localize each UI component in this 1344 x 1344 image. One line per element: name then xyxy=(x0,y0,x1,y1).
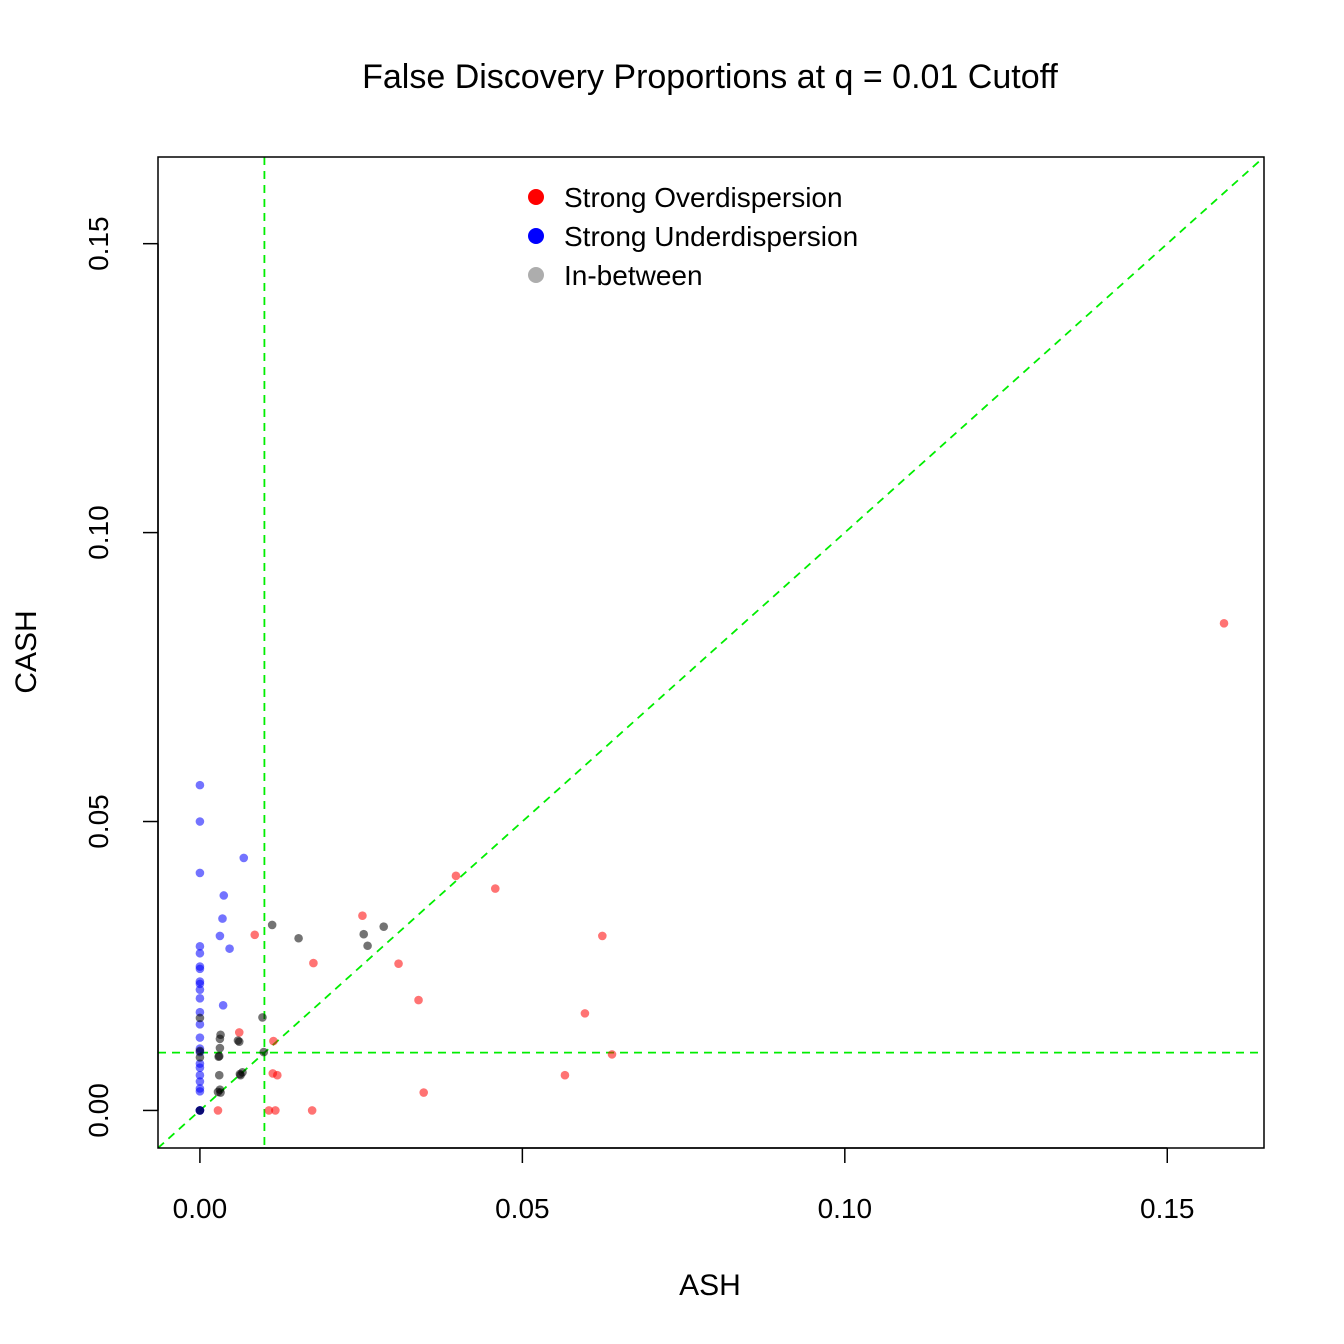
data-point xyxy=(215,1043,225,1053)
data-point xyxy=(379,922,389,931)
y-tick-label: 0.05 xyxy=(83,794,114,849)
data-point xyxy=(264,1106,274,1115)
data-point xyxy=(195,1052,205,1062)
data-point xyxy=(394,959,403,968)
legend: Strong Overdispersion Strong Underdispers… xyxy=(528,182,858,291)
data-point xyxy=(216,1088,225,1097)
y-tick-label: 0.00 xyxy=(83,1083,114,1138)
data-point xyxy=(195,1063,205,1072)
y-tick-label: 0.15 xyxy=(83,216,114,271)
plot-clip-group xyxy=(158,157,1264,1148)
data-point xyxy=(195,1070,205,1080)
data-point xyxy=(234,1037,244,1046)
data-point xyxy=(195,942,205,951)
data-point xyxy=(234,1028,244,1037)
data-point xyxy=(195,948,205,958)
data-point xyxy=(195,1033,205,1042)
data-point xyxy=(259,1047,269,1057)
x-tick-label: 0.05 xyxy=(495,1193,550,1224)
data-point xyxy=(267,920,277,930)
data-point xyxy=(195,1077,205,1086)
data-point xyxy=(607,1050,617,1059)
data-point xyxy=(214,1052,223,1062)
series-0 xyxy=(213,619,1229,1115)
x-tick-label: 0.00 xyxy=(173,1193,228,1224)
x-axis-label: ASH xyxy=(679,1269,741,1302)
legend-marker xyxy=(528,267,544,283)
chart-title: False Discovery Proportions at q = 0.01 … xyxy=(362,58,1058,96)
series-1 xyxy=(195,780,249,1115)
diagonal-reference-line xyxy=(158,157,1264,1148)
data-point xyxy=(225,944,234,953)
data-point xyxy=(214,1070,224,1080)
x-tick-label: 0.10 xyxy=(818,1193,873,1224)
data-point xyxy=(1219,619,1229,628)
data-point xyxy=(307,1106,317,1115)
data-point xyxy=(195,1013,205,1023)
data-point xyxy=(273,1070,282,1080)
data-point xyxy=(195,1046,205,1056)
data-point xyxy=(258,1013,267,1022)
series-2 xyxy=(195,920,389,1115)
data-point xyxy=(195,985,205,994)
data-point xyxy=(560,1070,570,1080)
data-point xyxy=(250,930,260,940)
data-point xyxy=(195,1106,205,1115)
data-point xyxy=(269,1036,278,1046)
data-point xyxy=(419,1088,428,1097)
data-point xyxy=(195,817,205,826)
data-point xyxy=(309,958,318,968)
legend-label: Strong Overdispersion xyxy=(564,182,843,213)
data-point xyxy=(358,911,367,921)
data-point xyxy=(195,1087,205,1096)
y-axis-label: CASH xyxy=(10,610,43,693)
data-point xyxy=(195,1020,205,1029)
data-point xyxy=(215,1034,225,1044)
x-tick-label: 0.15 xyxy=(1140,1193,1195,1224)
data-point xyxy=(294,933,303,943)
legend-label: Strong Underdispersion xyxy=(564,221,858,252)
data-point xyxy=(218,1000,228,1010)
data-point xyxy=(213,1106,223,1115)
plot-area xyxy=(158,157,1264,1148)
data-point xyxy=(598,931,607,941)
data-point xyxy=(195,964,205,974)
axes: 0.00 0.05 0.10 0.15 0.00 0.05 0.10 0.15 xyxy=(83,156,1265,1224)
data-point xyxy=(195,994,205,1003)
legend-label: In-between xyxy=(564,260,703,291)
data-point xyxy=(359,929,369,939)
y-tick-label: 0.10 xyxy=(83,505,114,560)
data-point xyxy=(218,914,227,923)
data-point xyxy=(271,1106,280,1115)
data-point xyxy=(580,1009,590,1018)
data-point xyxy=(195,868,205,878)
data-point xyxy=(215,931,225,941)
data-point xyxy=(195,780,205,790)
data-point xyxy=(451,871,461,881)
data-point xyxy=(363,941,372,951)
legend-marker xyxy=(528,189,544,205)
data-point xyxy=(414,995,423,1005)
data-point xyxy=(219,891,229,900)
data-point xyxy=(490,884,500,893)
data-point xyxy=(239,853,249,863)
legend-marker xyxy=(528,228,544,244)
data-point xyxy=(236,1070,245,1080)
